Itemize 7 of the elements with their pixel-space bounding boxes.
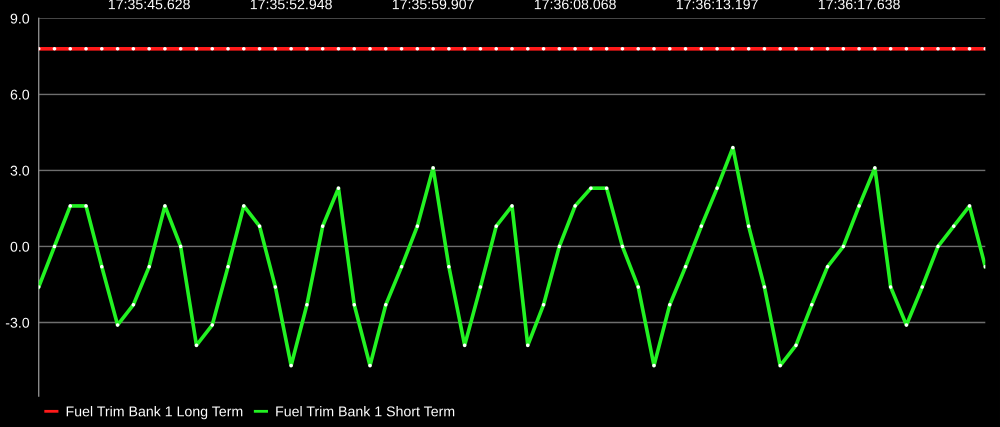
y-tick-label: -3.0: [6, 318, 30, 328]
y-tick-label: 9.0: [10, 14, 30, 24]
y-tick-label: 0.0: [10, 242, 30, 252]
y-tick-label: 3.0: [10, 166, 30, 176]
y-tick-label: 6.0: [10, 90, 30, 100]
legend-label: Fuel Trim Bank 1 Short Term: [276, 406, 454, 416]
legend-label: Fuel Trim Bank 1 Long Term: [66, 406, 242, 420]
